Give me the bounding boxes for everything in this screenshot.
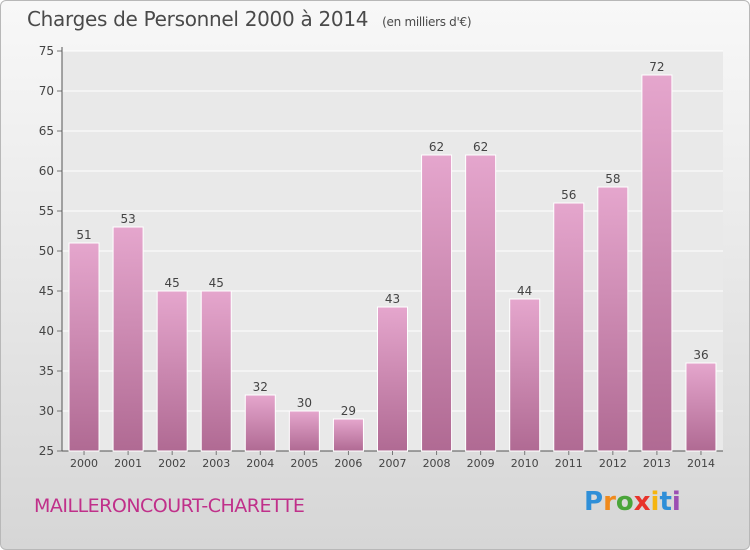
data-label-2002: 45 xyxy=(165,276,180,290)
data-label-2004: 32 xyxy=(253,380,268,394)
data-label-2010: 44 xyxy=(517,284,532,298)
x-tick-label-2010: 2010 xyxy=(511,457,539,470)
y-tick-label: 40 xyxy=(39,324,54,338)
logo-letter: i xyxy=(671,487,681,517)
y-tick-label: 55 xyxy=(39,204,54,218)
logo-letter: r xyxy=(603,487,616,517)
x-tick-label-2003: 2003 xyxy=(202,457,230,470)
bar-2010 xyxy=(509,298,541,452)
x-tick-label-2007: 2007 xyxy=(379,457,407,470)
x-tick-label-2004: 2004 xyxy=(246,457,274,470)
x-tick-label-2013: 2013 xyxy=(643,457,671,470)
bar-2011 xyxy=(553,202,585,452)
x-tick-label-2008: 2008 xyxy=(423,457,451,470)
bar-2007 xyxy=(377,306,408,452)
y-tick-label: 50 xyxy=(39,244,54,258)
bar-2013 xyxy=(641,74,673,452)
data-label-2006: 29 xyxy=(341,404,356,418)
bar-2003 xyxy=(200,290,232,452)
data-label-2007: 43 xyxy=(385,292,400,306)
logo-letter: P xyxy=(584,487,604,517)
data-label-2014: 36 xyxy=(693,348,708,362)
x-tick-label-2002: 2002 xyxy=(158,457,186,470)
data-label-2009: 62 xyxy=(473,140,488,154)
chart-subtitle: (en milliers d'€) xyxy=(382,15,472,29)
x-tick-label-2005: 2005 xyxy=(290,457,318,470)
y-tick-label: 60 xyxy=(39,164,54,178)
y-tick-label: 75 xyxy=(39,44,54,58)
data-label-2005: 30 xyxy=(297,396,312,410)
x-tick-label-2001: 2001 xyxy=(114,457,142,470)
bar-2012 xyxy=(597,186,629,452)
x-tick-label-2014: 2014 xyxy=(687,457,715,470)
data-label-2000: 51 xyxy=(76,228,91,242)
data-label-2013: 72 xyxy=(649,60,664,74)
bar-2004 xyxy=(244,394,276,452)
logo-letter: x xyxy=(633,487,651,517)
bar-2000 xyxy=(68,242,100,452)
y-tick-label: 25 xyxy=(39,444,54,458)
bar-2008 xyxy=(421,154,453,452)
bar-2002 xyxy=(156,290,188,452)
y-tick-label: 45 xyxy=(39,284,54,298)
x-tick-label-2006: 2006 xyxy=(334,457,362,470)
bar-2014 xyxy=(685,362,717,452)
y-tick-label: 70 xyxy=(39,84,54,98)
logo-letter: t xyxy=(659,487,672,517)
x-tick-label-2011: 2011 xyxy=(555,457,583,470)
x-tick-label-2009: 2009 xyxy=(467,457,495,470)
x-tick-label-2000: 2000 xyxy=(70,457,98,470)
x-tick-label-2012: 2012 xyxy=(599,457,627,470)
y-tick-label: 30 xyxy=(39,404,54,418)
proxiti-logo: Proxiti xyxy=(584,487,681,517)
bar-2009 xyxy=(465,154,497,452)
chart-title: Charges de Personnel 2000 à 2014 (en mill… xyxy=(27,7,472,31)
bar-2001 xyxy=(112,226,144,452)
logo-letter: o xyxy=(615,487,634,517)
data-label-2008: 62 xyxy=(429,140,444,154)
chart-title-text: Charges de Personnel 2000 à 2014 xyxy=(27,7,369,31)
data-label-2003: 45 xyxy=(209,276,224,290)
logo-letter: i xyxy=(650,487,660,517)
y-tick-label: 65 xyxy=(39,124,54,138)
bar-2006 xyxy=(332,418,364,452)
commune-name: MAILLERONCOURT-CHARETTE xyxy=(34,495,305,517)
data-label-2011: 56 xyxy=(561,188,576,202)
data-label-2001: 53 xyxy=(120,212,135,226)
bar-2005 xyxy=(288,410,320,452)
data-label-2012: 58 xyxy=(605,172,620,186)
y-tick-label: 35 xyxy=(39,364,54,378)
